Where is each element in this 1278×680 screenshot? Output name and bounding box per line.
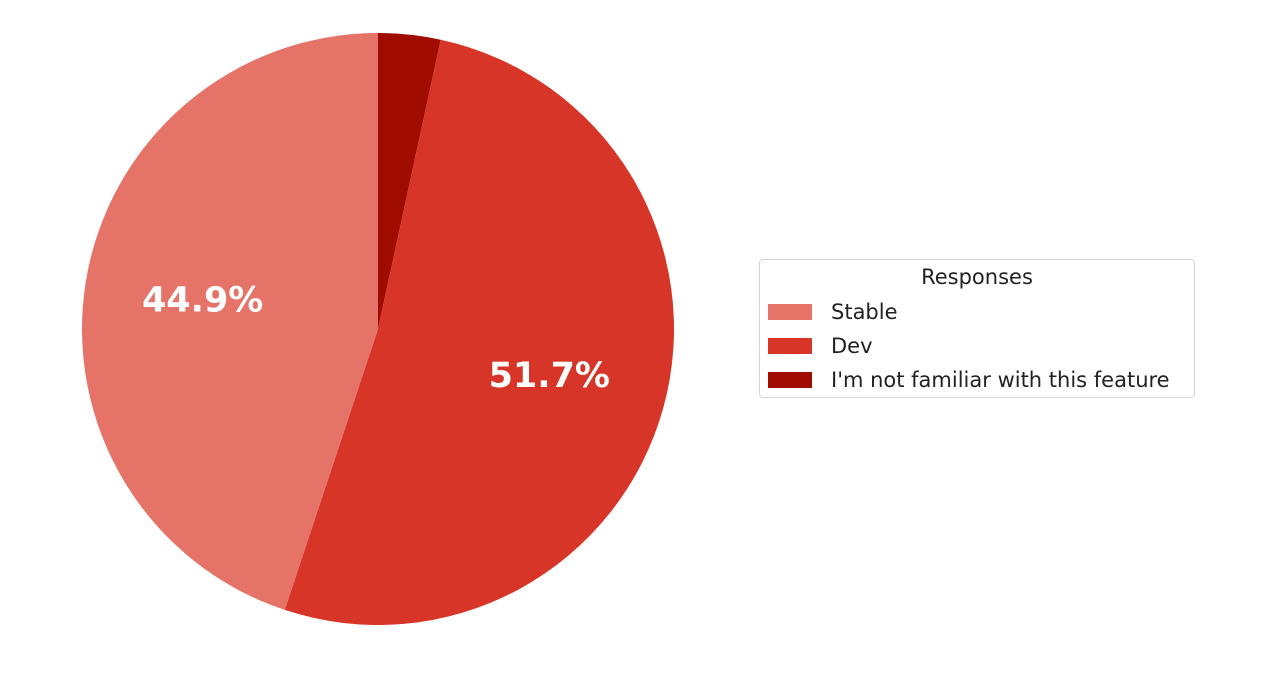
- legend-label-stable: Stable: [831, 300, 898, 324]
- legend-swatch-dev: [768, 338, 812, 354]
- legend: Responses Stable Dev I'm not familiar wi…: [759, 259, 1195, 398]
- pie-slice-stable: [81, 32, 379, 610]
- legend-swatch-stable: [768, 304, 812, 320]
- legend-item-dev: Dev: [768, 333, 873, 359]
- legend-item-stable: Stable: [768, 299, 898, 325]
- legend-label-dev: Dev: [831, 334, 873, 358]
- legend-swatch-not-familiar: [768, 372, 812, 388]
- legend-title: Responses: [921, 265, 1033, 289]
- pie-label-stable: 44.9%: [142, 281, 263, 321]
- legend-item-not-familiar: I'm not familiar with this feature: [768, 367, 1170, 393]
- pie-slice-i-m-not-familiar-with-this-feature: [378, 33, 441, 329]
- pie-slice-dev: [284, 39, 674, 625]
- legend-label-not-familiar: I'm not familiar with this feature: [831, 368, 1170, 392]
- pie-slices: [81, 32, 674, 625]
- pie-labels: 51.7% 44.9%: [142, 281, 610, 396]
- pie-label-dev: 51.7%: [489, 356, 610, 396]
